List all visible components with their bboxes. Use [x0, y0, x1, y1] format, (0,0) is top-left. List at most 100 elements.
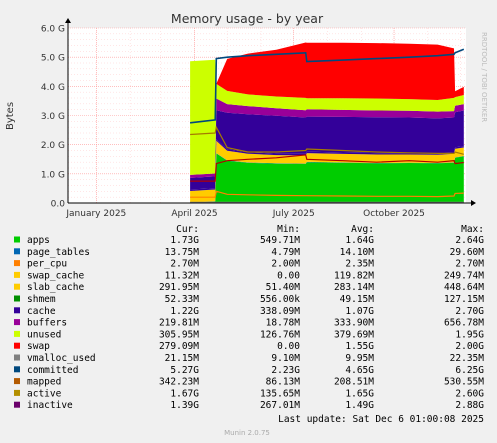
legend-swatch — [14, 401, 20, 408]
y-tick-label: 2.0 G — [41, 141, 65, 151]
legend-value-avg: 1.07G — [345, 306, 374, 317]
x-tick-label: January 2025 — [65, 209, 126, 219]
legend-value-min: 2.00M — [271, 259, 300, 270]
legend-value-avg: 14.10M — [340, 247, 375, 258]
legend-value-avg: 1.64G — [345, 235, 374, 246]
legend-swatch — [14, 378, 20, 385]
legend-value-min: 18.78M — [266, 318, 301, 329]
legend-value-cur: 1.67G — [170, 388, 199, 399]
legend-header: Cur: — [176, 224, 199, 235]
legend-value-max: 2.64G — [455, 235, 484, 246]
legend-value-min: 338.09M — [260, 306, 300, 317]
legend-header: Avg: — [351, 224, 374, 235]
legend-value-min: 2.23G — [271, 365, 300, 376]
line-mapped — [190, 190, 464, 198]
legend-value-avg: 283.14M — [334, 282, 374, 293]
legend-value-max: 656.78M — [444, 318, 484, 329]
legend-value-min: 4.79M — [271, 247, 300, 258]
legend-swatch — [14, 295, 20, 302]
legend-value-avg: 208.51M — [334, 377, 374, 388]
line-active — [190, 125, 464, 155]
legend: Cur: Min: Avg: Max: apps 1.73G 549.71M 1.64G 2.6… — [14, 224, 484, 411]
legend-value-min: 549.71M — [260, 235, 300, 246]
y-axis-label: Bytes — [5, 102, 16, 130]
y-tick-label: 3.0 G — [41, 112, 65, 122]
area-buffers — [190, 98, 464, 178]
legend-value-min: 0.00 — [277, 270, 300, 281]
legend-label: shmem — [27, 294, 56, 305]
legend-value-max: 2.70M — [455, 259, 484, 270]
legend-label: per_cpu — [27, 259, 67, 270]
legend-value-max: 448.64M — [444, 282, 484, 293]
legend-value-cur: 11.32M — [165, 270, 200, 281]
chart-title: Memory usage - by year — [171, 11, 324, 26]
legend-value-avg: 9.95M — [345, 353, 374, 364]
x-axis-arrow — [471, 200, 476, 206]
legend-value-min: 135.65M — [260, 388, 300, 399]
y-tick-label: 1.0 G — [41, 170, 65, 180]
legend-swatch — [14, 236, 20, 243]
y-tick-label: 6.0 G — [41, 25, 65, 35]
legend-value-min: 9.10M — [271, 353, 300, 364]
legend-swatch — [14, 271, 20, 278]
legend-value-min: 86.13M — [266, 377, 301, 388]
legend-label: committed — [27, 365, 78, 376]
legend-swatch — [14, 354, 20, 361]
legend-value-max: 2.88G — [455, 400, 484, 411]
area-swap — [190, 42, 464, 100]
legend-value-avg: 379.69M — [334, 329, 374, 340]
legend-label: inactive — [27, 400, 73, 411]
legend-swatch — [14, 260, 20, 267]
legend-label: unused — [27, 329, 61, 340]
legend-value-cur: 1.22G — [170, 306, 199, 317]
legend-swatch — [14, 342, 20, 349]
legend-value-avg: 1.55G — [345, 341, 374, 352]
plot-area: 0.0 1.0 G 2.0 G 3.0 G 4.0 G 5.0 G 6.0 G January… — [41, 18, 476, 219]
legend-value-max: 2.60G — [455, 388, 484, 399]
legend-value-avg: 2.35M — [345, 259, 374, 270]
legend-swatch — [14, 319, 20, 326]
legend-value-cur: 21.15M — [165, 353, 200, 364]
munin-version-text: Munin 2.0.75 — [224, 429, 270, 437]
legend-value-avg: 4.65G — [345, 365, 374, 376]
x-tick-label: July 2025 — [272, 209, 315, 219]
legend-value-cur: 305.95M — [159, 329, 199, 340]
legend-swatch — [14, 283, 20, 290]
area-apps — [190, 153, 464, 203]
legend-value-avg: 119.82M — [334, 270, 374, 281]
legend-value-cur: 291.95M — [159, 282, 199, 293]
legend-value-cur: 5.27G — [170, 365, 199, 376]
legend-value-cur: 342.23M — [159, 377, 199, 388]
y-axis-arrow — [65, 18, 71, 23]
legend-swatch — [14, 248, 20, 255]
line-committed — [190, 48, 465, 124]
legend-label: swap — [27, 341, 50, 352]
legend-value-max: 22.35M — [450, 353, 485, 364]
legend-header: Max: — [461, 224, 484, 235]
legend-swatch — [14, 307, 20, 314]
legend-swatch — [14, 366, 20, 373]
legend-value-cur: 52.33M — [165, 294, 200, 305]
legend-value-max: 1.95G — [455, 329, 484, 340]
legend-label: mapped — [27, 377, 61, 388]
y-tick-label: 4.0 G — [41, 83, 65, 93]
x-tick-label: April 2025 — [171, 209, 217, 219]
legend-label: vmalloc_used — [27, 353, 96, 364]
legend-value-min: 556.00k — [260, 294, 300, 305]
legend-label: buffers — [27, 318, 67, 329]
legend-value-max: 127.15M — [444, 294, 484, 305]
legend-value-avg: 1.65G — [345, 388, 374, 399]
rrdtool-side-label: RRDTOOL / TOBI OETIKER — [480, 32, 488, 122]
legend-label: page_tables — [27, 247, 90, 258]
legend-swatch — [14, 330, 20, 337]
last-update-text: Last update: Sat Dec 6 01:00:08 2025 — [278, 414, 484, 425]
legend-swatch — [14, 389, 20, 396]
legend-value-cur: 1.73G — [170, 235, 199, 246]
legend-label: cache — [27, 306, 56, 317]
legend-value-min: 267.01M — [260, 400, 300, 411]
legend-value-max: 29.60M — [450, 247, 485, 258]
legend-value-max: 530.55M — [444, 377, 484, 388]
line-inactive — [190, 154, 464, 182]
legend-value-max: 249.74M — [444, 270, 484, 281]
